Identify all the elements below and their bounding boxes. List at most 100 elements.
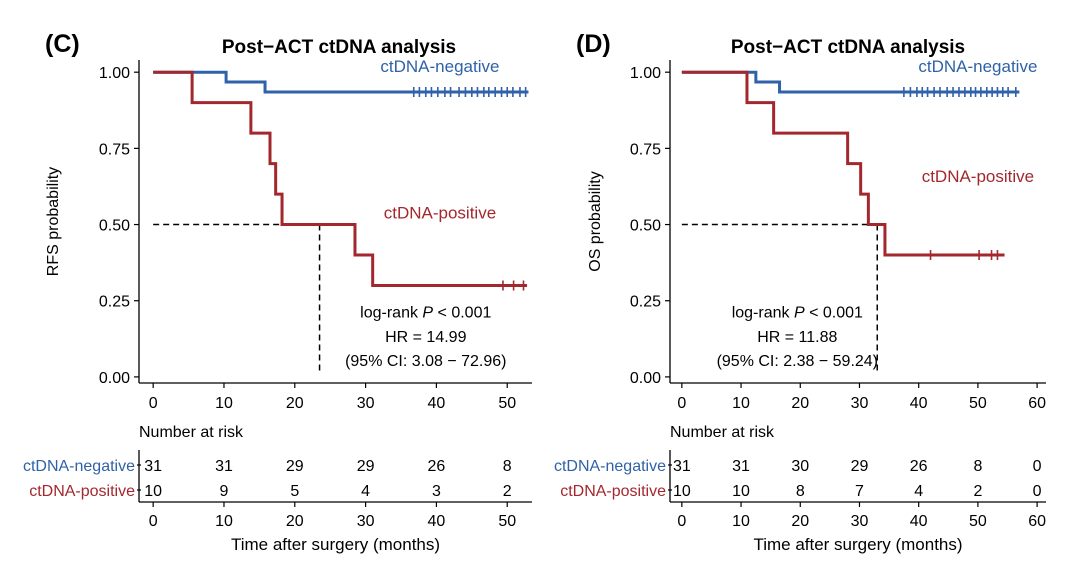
y-tick-label: 1.00 <box>630 65 661 82</box>
annotation-part: log-rank <box>732 304 794 321</box>
logrank-text: log-rank P < 0.001 <box>360 304 491 321</box>
risk-count-positive: 4 <box>361 483 370 500</box>
risk-count-negative: 31 <box>215 458 233 475</box>
risk-x-tick-label: 40 <box>910 513 928 530</box>
risk-x-tick-label: 0 <box>677 513 686 530</box>
curve-negative <box>153 70 529 94</box>
risk-table-title: Number at risk <box>670 424 775 441</box>
risk-count-negative: 31 <box>732 458 750 475</box>
chart-title: Post−ACT ctDNA analysis <box>222 37 456 58</box>
y-tick-label: 0.75 <box>630 141 661 158</box>
annotation-part: log-rank <box>360 304 422 321</box>
risk-count-positive: 2 <box>503 483 512 500</box>
panel-c: (C) Post−ACT ctDNA analysis RFS probabilit… <box>23 30 532 554</box>
annotation-italic: P <box>794 304 805 321</box>
hazard-ratio-text: HR = 14.99 <box>385 329 466 346</box>
x-tick-label: 10 <box>732 395 750 412</box>
x-tick-label: 0 <box>149 395 158 412</box>
annotation-part: (95% CI: 3.08 − 72.96) <box>345 353 506 370</box>
risk-x-tick-label: 20 <box>286 513 304 530</box>
risk-count-negative: 8 <box>503 458 512 475</box>
risk-count-positive: 7 <box>855 483 864 500</box>
risk-count-positive: 5 <box>290 483 299 500</box>
annotation-italic: P <box>422 304 433 321</box>
risk-count-negative: 29 <box>357 458 375 475</box>
risk-x-tick-label: 40 <box>428 513 446 530</box>
risk-row-label-negative: ctDNA-negative <box>23 458 135 475</box>
risk-x-tick-label: 50 <box>498 513 516 530</box>
x-tick-label: 40 <box>910 395 928 412</box>
x-axis-label: Time after surgery (months) <box>231 535 440 554</box>
x-axis-label: Time after surgery (months) <box>753 535 962 554</box>
risk-x-tick-label: 30 <box>357 513 375 530</box>
risk-row-label-positive: ctDNA-positive <box>560 483 666 500</box>
risk-count-negative: 31 <box>673 458 691 475</box>
x-tick-label: 50 <box>969 395 987 412</box>
y-tick-label: 1.00 <box>99 65 130 82</box>
risk-x-tick-label: 50 <box>969 513 987 530</box>
series-label-negative: ctDNA-negative <box>918 57 1037 76</box>
risk-x-tick-label: 30 <box>851 513 869 530</box>
risk-count-positive: 2 <box>973 483 982 500</box>
confidence-interval-text: (95% CI: 2.38 − 59.24) <box>717 353 878 370</box>
panel-d: (D) Post−ACT ctDNA analysis OS probability… <box>554 30 1046 554</box>
series-label-positive: ctDNA-positive <box>384 203 496 222</box>
risk-count-positive: 8 <box>796 483 805 500</box>
risk-x-tick-label: 20 <box>791 513 809 530</box>
risk-count-negative: 26 <box>910 458 928 475</box>
x-tick-label: 20 <box>286 395 304 412</box>
x-tick-label: 30 <box>851 395 869 412</box>
chart-title: Post−ACT ctDNA analysis <box>731 37 965 58</box>
risk-count-positive: 10 <box>673 483 691 500</box>
risk-x-tick-label: 60 <box>1028 513 1046 530</box>
curve-positive <box>153 70 528 287</box>
x-tick-label: 50 <box>498 395 516 412</box>
confidence-interval-text: (95% CI: 3.08 − 72.96) <box>345 353 506 370</box>
y-axis-label: RFS probability <box>45 167 62 276</box>
risk-count-negative: 29 <box>851 458 869 475</box>
risk-count-negative: 26 <box>428 458 446 475</box>
curve-positive <box>681 70 1005 257</box>
y-tick-label: 0.50 <box>99 218 130 235</box>
risk-count-positive: 3 <box>432 483 441 500</box>
x-tick-label: 20 <box>791 395 809 412</box>
risk-count-negative: 31 <box>144 458 162 475</box>
y-tick-label: 0.50 <box>630 218 661 235</box>
x-tick-label: 0 <box>677 395 686 412</box>
risk-count-positive: 0 <box>1033 483 1042 500</box>
y-axis-label: OS probability <box>587 171 604 272</box>
risk-count-negative: 0 <box>1033 458 1042 475</box>
x-tick-label: 60 <box>1028 395 1046 412</box>
series-label-negative: ctDNA-negative <box>380 57 499 76</box>
y-tick-label: 0.25 <box>630 294 661 311</box>
logrank-text: log-rank P < 0.001 <box>732 304 863 321</box>
risk-count-positive: 4 <box>914 483 923 500</box>
series-label-positive: ctDNA-positive <box>922 167 1034 186</box>
risk-row-label-positive: ctDNA-positive <box>29 483 135 500</box>
x-tick-label: 40 <box>428 395 446 412</box>
risk-table-title: Number at risk <box>139 424 244 441</box>
annotation-part: < 0.001 <box>433 304 491 321</box>
y-tick-label: 0.25 <box>99 294 130 311</box>
panel-label: (D) <box>576 30 611 58</box>
x-tick-label: 30 <box>357 395 375 412</box>
annotation-part: (95% CI: 2.38 − 59.24) <box>717 353 878 370</box>
annotation-part: < 0.001 <box>805 304 863 321</box>
y-tick-label: 0.75 <box>99 141 130 158</box>
x-tick-label: 10 <box>215 395 233 412</box>
risk-x-tick-label: 0 <box>149 513 158 530</box>
risk-count-positive: 9 <box>220 483 229 500</box>
risk-count-positive: 10 <box>732 483 750 500</box>
panel-label: (C) <box>45 30 80 58</box>
risk-count-negative: 30 <box>791 458 809 475</box>
risk-count-positive: 10 <box>144 483 162 500</box>
risk-x-tick-label: 10 <box>215 513 233 530</box>
y-tick-label: 0.00 <box>99 370 130 387</box>
hazard-ratio-text: HR = 11.88 <box>757 329 837 346</box>
y-tick-label: 0.00 <box>630 370 661 387</box>
risk-row-label-negative: ctDNA-negative <box>554 458 666 475</box>
annotation-part: HR = 11.88 <box>757 329 837 346</box>
annotation-part: HR = 14.99 <box>385 329 466 346</box>
